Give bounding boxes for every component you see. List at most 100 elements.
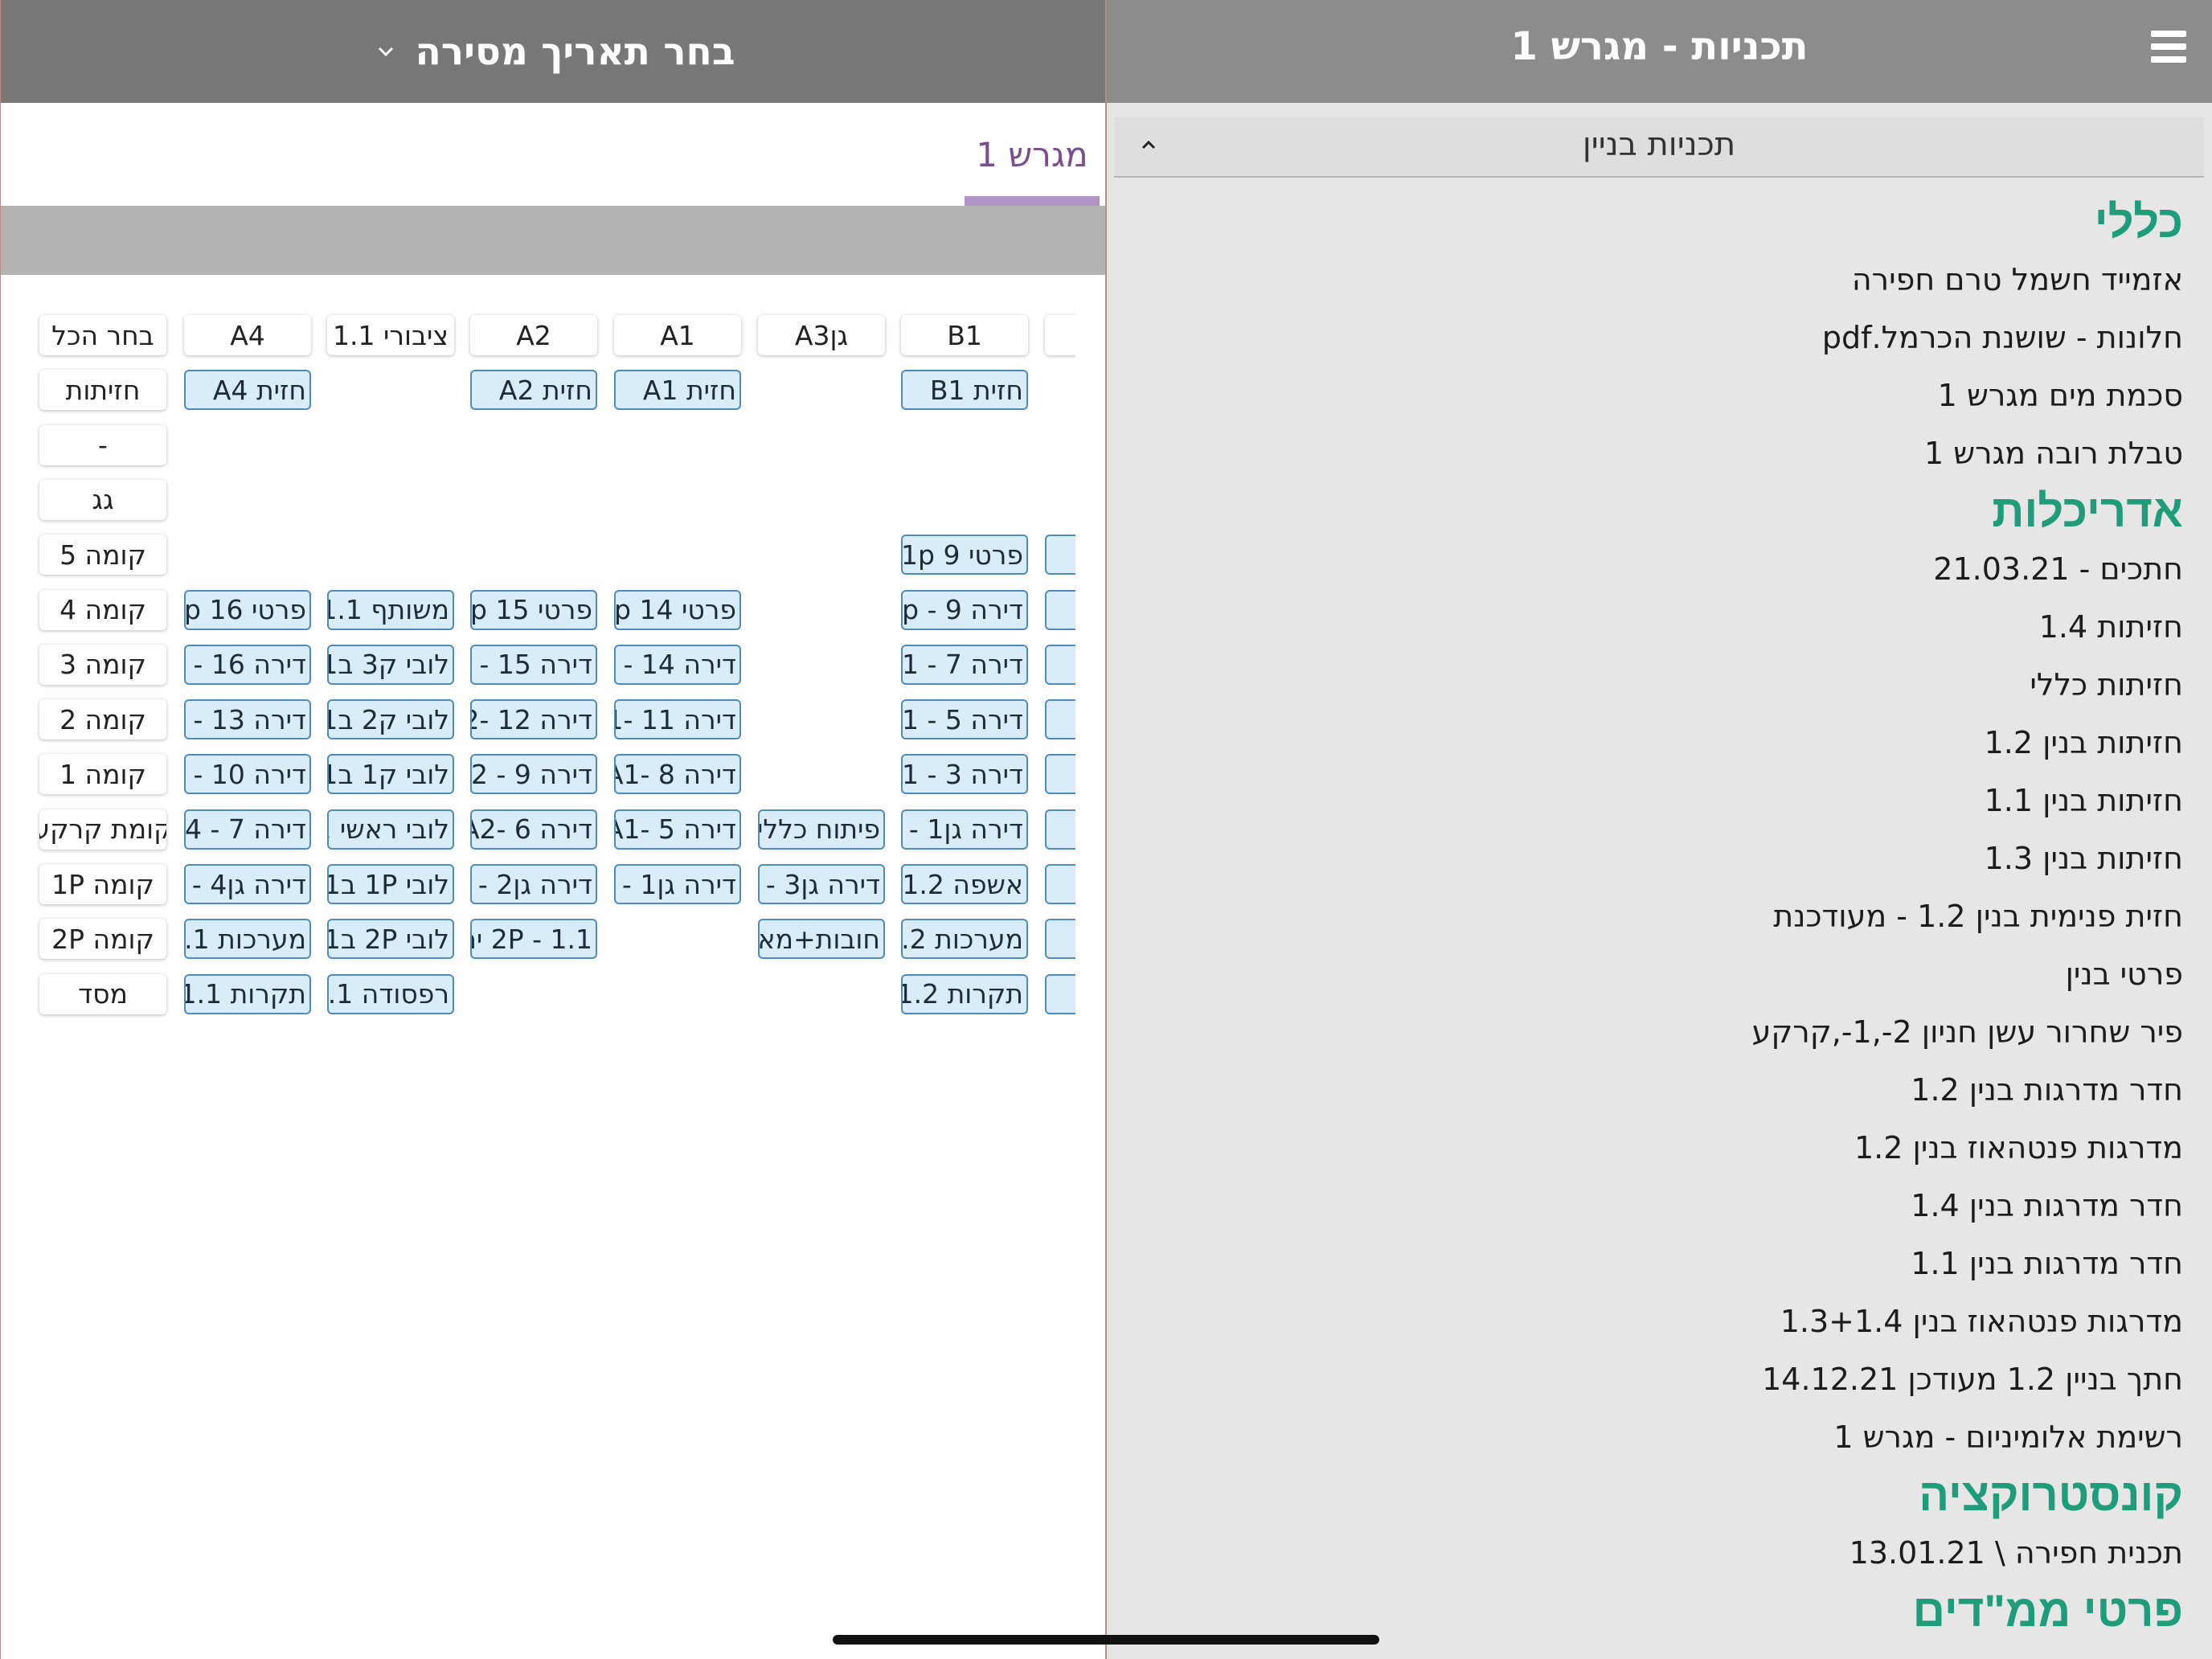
grid-column-header[interactable]: גןA3 (758, 315, 885, 355)
grid-cell-button[interactable]: 2ב (1045, 919, 1075, 960)
grid-cell-button[interactable]: 2ב (1045, 754, 1075, 795)
chevron-down-icon[interactable] (374, 39, 398, 63)
grid-cell-button[interactable]: דירה גןA1 - 1 (614, 864, 741, 904)
grid-cell-button[interactable]: דירה A4 - 10 (184, 754, 311, 795)
grid-row-header[interactable]: קומה 1 (39, 754, 166, 795)
grid-cell-button[interactable]: חזית A4 (184, 370, 311, 411)
grid-cell-button[interactable]: דירה A4p - 16 (184, 644, 311, 685)
grid-cell-button[interactable]: חזית A2 (470, 370, 597, 411)
grid-column-header[interactable]: A1 (614, 315, 741, 355)
grid-cell-button[interactable]: רפסודה 1.1 (327, 973, 454, 1014)
plan-list-item[interactable]: פרטי בנין (2065, 956, 2183, 992)
grid-cell-button[interactable]: אשפה 1.2 (901, 864, 1028, 904)
grid-row-header[interactable]: חזיתות (39, 370, 166, 411)
plan-list-item[interactable]: חלונות - שושנת הכרמל.pdf (1821, 320, 2183, 355)
grid-cell-button[interactable]: מערכות 1.2 (901, 919, 1028, 960)
grid-cell-button[interactable]: דירה A2 - 9 (470, 754, 597, 795)
grid-row-header[interactable]: - (39, 424, 166, 465)
grid-cell-button[interactable]: דירה B1 - 7 (901, 644, 1028, 685)
grid-row-header[interactable]: קומה 2 (39, 699, 166, 740)
grid-cell-button[interactable]: דירה A4 - 13 (184, 699, 311, 740)
grid-cell-button[interactable]: חזית B1 (901, 370, 1028, 411)
grid-cell-button[interactable]: דירה A1p - 14 (614, 644, 741, 685)
grid-row-header[interactable]: בחר הכל (39, 315, 166, 355)
plan-list-item[interactable]: חזיתות כללי (2030, 667, 2183, 703)
grid-cell-button[interactable]: דירה גןB1 - 1 (901, 809, 1028, 850)
grid-cell-button[interactable]: דירה A2- 12 (470, 699, 597, 740)
grid-cell-button[interactable]: דירה B1p - 9 (901, 589, 1028, 630)
grid-cell-button[interactable]: 1.2 (1045, 973, 1075, 1014)
grid-cell-button[interactable]: דירה A2p - 15 (470, 644, 597, 685)
delivery-date-selector[interactable]: בחר תאריך מסירה (1, 0, 1105, 103)
grid-cell-button[interactable]: 1.2 (1045, 535, 1075, 576)
grid-cell-button[interactable]: פרטי A1p 14 (614, 589, 741, 630)
plan-list-item[interactable]: חזיתות בנין 1.1 (1984, 783, 2183, 818)
grid-cell-button[interactable]: 2ב (1045, 589, 1075, 630)
grid-column-header[interactable]: A4 (184, 315, 311, 355)
grid-cell-button[interactable]: פרטי A4p 16 (184, 589, 311, 630)
home-indicator[interactable] (833, 1635, 1379, 1645)
grid-cell-button[interactable]: מערכות 1.1 (184, 919, 311, 960)
grid-cell-button[interactable]: לובי ק1 ב1 (327, 754, 454, 795)
hamburger-menu-icon[interactable] (2151, 31, 2186, 69)
grid-cell-button[interactable]: דירה A1- 8 (614, 754, 741, 795)
plan-list-item[interactable]: חזיתות בנין 1.2 (1984, 725, 2183, 760)
grid-column-header[interactable]: ציבורי 1.1 (327, 315, 454, 355)
grid-cell-button[interactable]: דירה B1 - 5 (901, 699, 1028, 740)
tab-label[interactable]: מגרש 1 (976, 135, 1088, 174)
grid-row-header[interactable]: קומה 5 (39, 535, 166, 576)
grid-cell-button[interactable]: לובי ראשי 1.1 (327, 809, 454, 850)
grid-cell-button[interactable]: דירה גןA2 - 2 (470, 864, 597, 904)
grid-row-header[interactable]: קומה 1P (39, 864, 166, 904)
grid-cell-button[interactable]: לובי 2P ב1 (327, 919, 454, 960)
grid-row-header[interactable]: מסד (39, 973, 166, 1014)
grid-cell-button[interactable]: דירה A2- 6 (470, 809, 597, 850)
grid-row-header[interactable]: קומה 4 (39, 589, 166, 630)
grid-cell-button[interactable]: לובי ק3 ב1 (327, 644, 454, 685)
plan-list-item[interactable]: חדר מדרגות בנין 1.4 (1911, 1188, 2183, 1223)
chevron-up-icon[interactable] (1137, 133, 1161, 157)
grid-cell-button[interactable]: פיתוח כללי (758, 809, 885, 850)
grid-cell-button[interactable]: תקרות 1.1 (184, 973, 311, 1014)
grid-cell-button[interactable]: דירה גןA3 - 3 (758, 864, 885, 904)
grid-cell-button[interactable]: 2ב (1045, 644, 1075, 685)
plan-list-item[interactable]: חדר מדרגות בנין 1.2 (1911, 1072, 2183, 1108)
tab-lot-1[interactable]: מגרש 1 (965, 127, 1100, 206)
grid-cell-button[interactable]: 2P - 1.1 ים (470, 919, 597, 960)
grid-cell-button[interactable]: פרטי B1p 9 (901, 535, 1028, 576)
plan-list-item[interactable]: מדרגות פנטהאוז בנין 1.2 (1854, 1130, 2183, 1165)
grid-cell-button[interactable]: דירה A1- 5 (614, 809, 741, 850)
grid-row-header[interactable]: קומה 3 (39, 644, 166, 685)
accordion-title[interactable]: תכניות בניין (1582, 126, 1736, 163)
grid-cell-button[interactable]: דירה גןA4 - 4 (184, 864, 311, 904)
grid-cell-button[interactable]: 2ב (1045, 864, 1075, 904)
plan-list-item[interactable]: אזמייד חשמל טרם חפירה (1851, 262, 2183, 297)
grid-cell-button[interactable]: חזית A1 (614, 370, 741, 411)
plan-list-item[interactable]: סכמת מים מגרש 1 (1937, 378, 2183, 413)
building-plans-accordion[interactable]: תכניות בניין (1114, 117, 2204, 178)
grid-column-header[interactable]: A2 (470, 315, 597, 355)
grid-row-header[interactable]: קומה 2P (39, 919, 166, 960)
delivery-date-label[interactable]: בחר תאריך מסירה (415, 29, 735, 74)
plan-list-item[interactable]: חזית פנימית בנין 1.2 - מעודכנת (1773, 899, 2183, 934)
grid-column-header[interactable]: 1. (1045, 315, 1075, 355)
plan-list-item[interactable]: חתך בניין 1.2 מעודכן 14.12.21 (1762, 1362, 2183, 1397)
plan-list-item[interactable]: חזיתות 1.4 (2038, 609, 2183, 645)
grid-cell-button[interactable]: 2ב (1045, 699, 1075, 740)
grid-cell-button[interactable]: דירה A1- 11 (614, 699, 741, 740)
plan-list-item[interactable]: חזיתות בנין 1.3 (1984, 841, 2183, 876)
grid-cell-button[interactable]: לובי ק2 ב1 (327, 699, 454, 740)
grid-cell-button[interactable]: לובי 1P ב1 (327, 864, 454, 904)
grid-cell-button[interactable]: דירה B1 - 3 (901, 754, 1028, 795)
plan-list-item[interactable]: חתכים - 21.03.21 (1933, 551, 2183, 587)
plan-list-item[interactable]: רשימת אלומיניום - מגרש 1 (1833, 1419, 2183, 1455)
grid-row-header[interactable]: גג (39, 479, 166, 520)
grid-cell-button[interactable]: פרטי A2p 15 (470, 589, 597, 630)
plan-list-item[interactable]: טבלת רובה מגרש 1 (1923, 436, 2183, 471)
grid-cell-button[interactable]: משותף 1.1 (327, 589, 454, 630)
grid-cell-button[interactable]: 1.2 (1045, 809, 1075, 850)
plan-list-item[interactable]: חדר מדרגות בנין 1.1 (1911, 1246, 2183, 1281)
plan-list-item[interactable]: מדרגות פנטהאוז בנין 1.3+1.4 (1780, 1304, 2183, 1339)
plan-list-item[interactable]: תכנית חפירה \ 13.01.21 (1849, 1535, 2183, 1571)
grid-cell-button[interactable]: דירה A4 - 7 (184, 809, 311, 850)
